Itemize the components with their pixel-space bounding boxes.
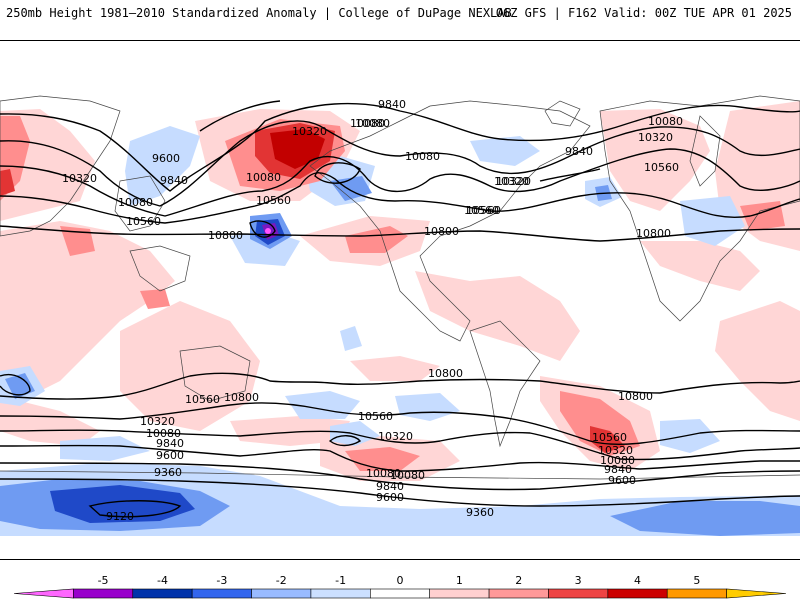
contour-label: 10320 [292, 125, 327, 138]
contour-label: 10080 [350, 117, 385, 130]
colorbar-tick-label: 4 [634, 574, 641, 587]
contour-label: 9360 [466, 506, 494, 519]
colorbar-segment [548, 588, 609, 599]
contour-label: 10320 [494, 175, 529, 188]
contour-label: 10320 [140, 415, 175, 428]
contour-label: 10560 [644, 161, 679, 174]
contour-label: 10080 [146, 427, 181, 440]
colorbar-tick-label: -2 [276, 574, 287, 587]
contour-label: 10320 [378, 430, 413, 443]
height-contours [0, 100, 800, 518]
colorbar-segment [132, 588, 193, 599]
contour-label: 9600 [152, 152, 180, 165]
contour-label: 10800 [208, 229, 243, 242]
contour-label: 10560 [358, 410, 393, 423]
contour-label: 10560 [464, 204, 499, 217]
contour-label: 10080 [405, 150, 440, 163]
contour-label: 9120 [106, 510, 134, 523]
colorbar-tick-label: 3 [575, 574, 582, 587]
contour-label: 9840 [376, 480, 404, 493]
contour-label: 9840 [160, 174, 188, 187]
colorbar-tick-label: 0 [397, 574, 404, 587]
colorbar-segments [13, 588, 787, 599]
colorbar-tick-label: 1 [456, 574, 463, 587]
contour-label: 9360 [154, 466, 182, 479]
contour-label: 10080 [600, 454, 635, 467]
contour-label: 10800 [224, 391, 259, 404]
colorbar-tick-label: 2 [515, 574, 522, 587]
colorbar-tick-label: 5 [693, 574, 700, 587]
colorbar-left-arrow [13, 588, 74, 599]
contour-label: 10560 [126, 215, 161, 228]
contour-label: 10800 [428, 367, 463, 380]
contour-label: 9840 [378, 98, 406, 111]
contour-label: 10800 [618, 390, 653, 403]
colorbar-segment [310, 588, 371, 599]
colorbar-segment [191, 588, 252, 599]
colorbar-right-arrow [726, 588, 787, 599]
contour-label: 10080 [648, 115, 683, 128]
map-panel: 9840 10080 10320 10080 9840 10080 10320 … [0, 40, 800, 560]
contour-label: 9840 [565, 145, 593, 158]
positive-anomaly-shading [0, 101, 800, 481]
contour-label: 10080 [355, 117, 390, 130]
contour-labels: 9840 10080 10320 10080 9840 10080 10320 … [62, 98, 683, 523]
colorbar-tick-label: -4 [157, 574, 168, 587]
colorbar: -5 -4 -3 -2 -1 0 1 2 3 4 5 [13, 574, 787, 599]
contour-label: 10320 [598, 444, 633, 457]
colorbar-segment [666, 588, 727, 599]
contour-label: 9600 [608, 474, 636, 487]
contour-label: 9600 [376, 491, 404, 504]
contour-label: 10080 [246, 171, 281, 184]
colorbar-segment [370, 588, 430, 599]
contour-label: 9840 [604, 463, 632, 476]
colorbar-tick-label: -3 [216, 574, 227, 587]
contour-label: 10560 [185, 393, 220, 406]
very-high-positive-anomaly [270, 129, 325, 169]
contour-label: 9840 [156, 437, 184, 450]
contour-label: 9600 [156, 449, 184, 462]
colorbar-segment [607, 588, 668, 599]
contour-label: 10560 [466, 204, 501, 217]
colorbar-tick-labels: -5 -4 -3 -2 -1 0 1 2 3 4 5 [98, 574, 701, 587]
contour-label: 10800 [424, 225, 459, 238]
anomaly-core-magenta [265, 228, 271, 234]
contour-label: 10800 [636, 227, 671, 240]
model-run-info: 06Z GFS | F162 Valid: 00Z TUE APR 01 202… [495, 6, 792, 20]
colorbar-segment [251, 588, 312, 599]
contour-label: 10320 [638, 131, 673, 144]
contour-label: 10080 [366, 467, 401, 480]
map-title: 250mb Height 1981–2010 Standardized Anom… [6, 6, 512, 20]
contour-label: 10080 [390, 469, 425, 482]
colorbar-segment [488, 588, 549, 599]
contour-label: 10560 [592, 431, 627, 444]
colorbar-tick-label: -1 [335, 574, 346, 587]
colorbar-tick-label: -5 [98, 574, 109, 587]
contour-label: 10080 [118, 196, 153, 209]
contour-label: 10320 [496, 175, 531, 188]
colorbar-segment [429, 588, 490, 599]
colorbar-segment [73, 588, 134, 599]
contour-label: 10320 [62, 172, 97, 185]
contour-label: 10560 [256, 194, 291, 207]
